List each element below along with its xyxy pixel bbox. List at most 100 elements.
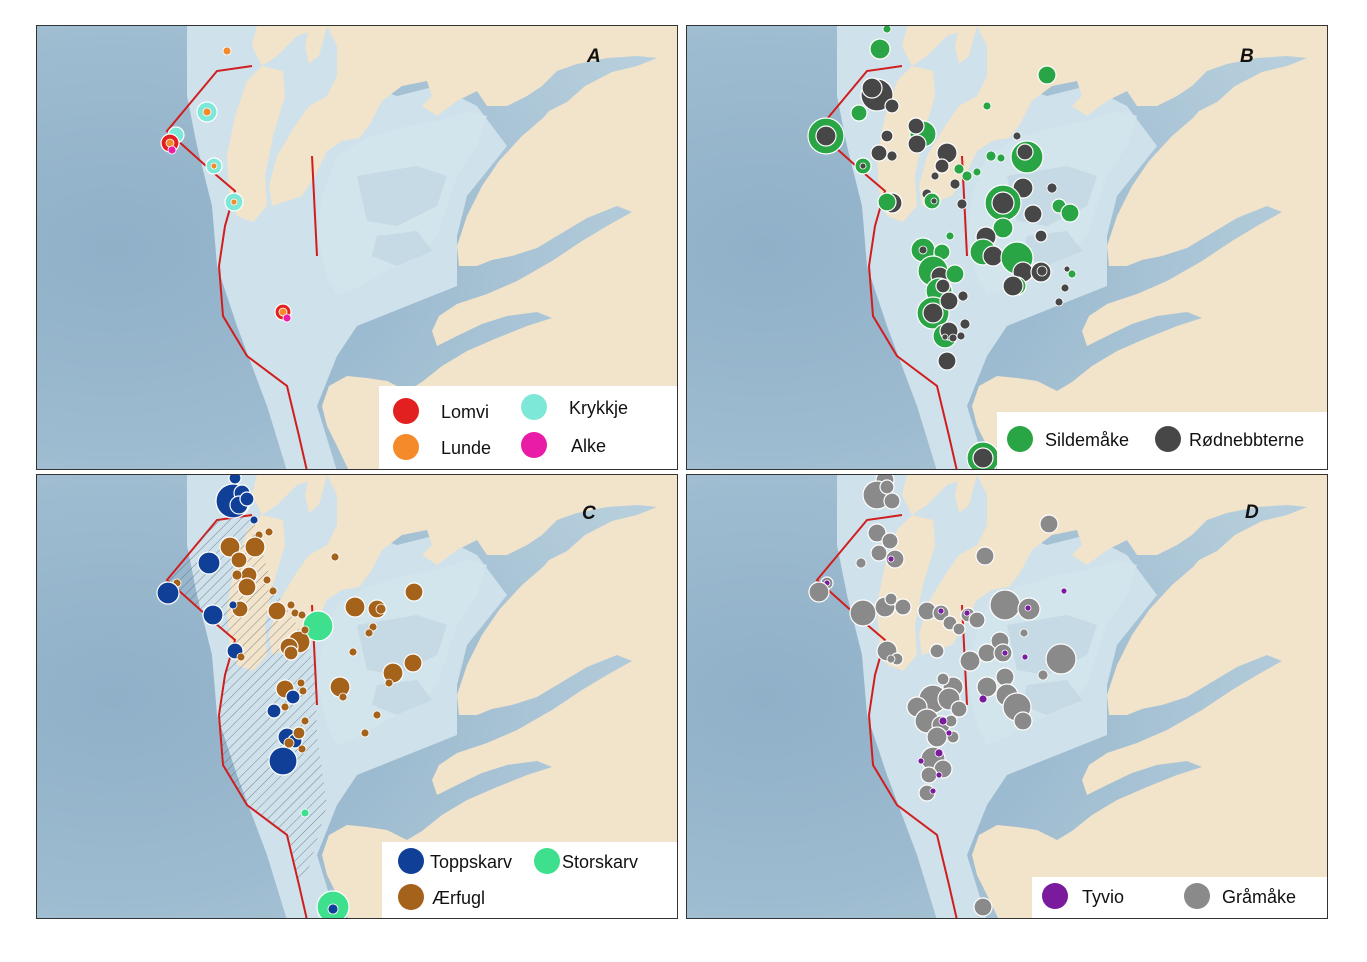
colony-marker xyxy=(870,144,888,162)
colony-marker xyxy=(995,667,1015,687)
colony-marker xyxy=(297,610,307,620)
colony-marker xyxy=(268,746,298,776)
colony-marker xyxy=(918,245,928,255)
colony-marker xyxy=(228,600,238,610)
colony-marker xyxy=(1037,65,1057,85)
colony-marker xyxy=(267,601,287,621)
colony-marker xyxy=(884,98,900,114)
map-b xyxy=(687,26,1327,469)
gramake-swatch xyxy=(1184,883,1210,909)
colony-marker xyxy=(1036,265,1048,277)
colony-marker xyxy=(236,652,246,662)
colony-marker xyxy=(1045,643,1077,675)
colony-marker xyxy=(976,676,998,698)
colony-marker xyxy=(956,331,966,341)
colony-marker xyxy=(292,726,306,740)
colony-marker xyxy=(859,162,867,170)
colony-marker xyxy=(297,744,307,754)
colony-marker xyxy=(403,653,423,673)
colony-marker xyxy=(894,598,912,616)
colony-marker xyxy=(266,703,282,719)
colony-marker xyxy=(237,577,257,597)
colony-marker xyxy=(982,101,992,111)
colony-marker xyxy=(935,771,943,779)
colony-marker xyxy=(941,333,949,341)
colony-marker xyxy=(815,125,837,147)
colony-marker xyxy=(961,170,973,182)
colony-marker xyxy=(360,728,370,738)
colony-marker xyxy=(855,557,867,569)
sildemake-swatch xyxy=(1007,426,1033,452)
colony-marker xyxy=(867,523,887,543)
colony-marker xyxy=(972,167,982,177)
colony-marker xyxy=(1001,649,1009,657)
tyvio-swatch xyxy=(1042,883,1068,909)
legend-label-aerfugl: Ærfugl xyxy=(432,888,486,908)
colony-marker xyxy=(268,586,278,596)
colony-marker xyxy=(368,622,378,632)
panel-letter-a: A xyxy=(587,46,601,67)
colony-marker xyxy=(384,678,394,688)
alke-swatch xyxy=(521,432,547,458)
colony-marker xyxy=(975,546,995,566)
colony-marker xyxy=(338,692,348,702)
colony-marker xyxy=(949,178,961,190)
colony-marker xyxy=(996,153,1006,163)
colony-marker xyxy=(1013,711,1033,731)
colony-marker xyxy=(210,162,218,170)
colony-marker xyxy=(327,903,339,915)
colony-marker xyxy=(877,192,897,212)
colony-marker xyxy=(935,278,951,294)
colony-marker xyxy=(348,647,358,657)
colony-marker xyxy=(202,107,212,117)
colony-marker xyxy=(156,581,180,605)
colony-marker xyxy=(882,26,892,34)
colony-marker xyxy=(202,604,224,626)
legend-label-lomvi: Lomvi xyxy=(441,402,490,422)
colony-marker xyxy=(219,536,241,558)
colony-marker xyxy=(298,686,308,696)
map-d xyxy=(687,475,1327,918)
colony-marker xyxy=(230,551,248,569)
colony-marker xyxy=(1002,275,1024,297)
colony-marker xyxy=(364,628,374,638)
colony-marker xyxy=(264,527,274,537)
colony-marker xyxy=(930,171,940,181)
colony-marker xyxy=(302,610,334,642)
colony-marker xyxy=(972,447,994,469)
colony-marker xyxy=(879,479,895,495)
colony-marker xyxy=(1063,265,1071,273)
map-panel-b: B Sildemåke Rødnebbterne xyxy=(686,25,1328,470)
colony-marker xyxy=(957,290,969,302)
colony-marker xyxy=(300,625,310,635)
colony-marker xyxy=(244,536,266,558)
legend-d: Tyvio Gråmåke xyxy=(1032,877,1327,918)
colony-marker xyxy=(239,491,255,507)
colony-marker xyxy=(938,716,948,726)
colony-marker xyxy=(959,650,981,672)
colony-marker xyxy=(917,757,925,765)
colony-marker xyxy=(1023,204,1043,224)
colony-marker xyxy=(881,532,899,550)
colony-marker xyxy=(939,291,959,311)
colony-marker xyxy=(1060,283,1070,293)
colony-marker xyxy=(249,515,259,525)
colony-marker xyxy=(883,492,901,510)
colony-marker xyxy=(959,318,971,330)
colony-marker xyxy=(945,264,965,284)
map-panel-d: D Tyvio Gråmåke xyxy=(686,474,1328,919)
legend-label-tyvio: Tyvio xyxy=(1082,887,1125,907)
colony-marker xyxy=(1021,653,1029,661)
colony-marker xyxy=(262,575,272,585)
colony-marker xyxy=(945,231,955,241)
colony-marker xyxy=(870,544,888,562)
legend-a: Lomvi Krykkje Lunde Alke xyxy=(379,386,677,469)
colony-marker xyxy=(849,599,877,627)
colony-marker xyxy=(945,729,953,737)
map-panel-c: C Toppskarv Storskarv Ærfugl xyxy=(36,474,678,919)
colony-marker xyxy=(278,307,288,317)
colony-marker xyxy=(285,689,301,705)
legend-label-toppskarv: Toppskarv xyxy=(430,852,513,872)
colony-marker xyxy=(404,582,424,602)
colony-marker xyxy=(283,645,299,661)
